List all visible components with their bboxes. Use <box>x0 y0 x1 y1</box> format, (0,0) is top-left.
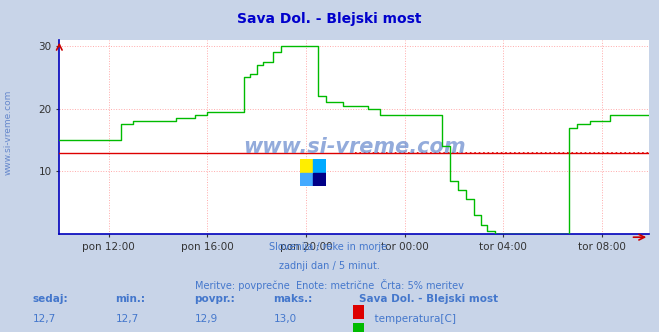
Text: Sava Dol. - Blejski most: Sava Dol. - Blejski most <box>359 294 498 304</box>
Text: www.si-vreme.com: www.si-vreme.com <box>243 137 465 157</box>
Text: 12,7: 12,7 <box>33 314 56 324</box>
Bar <box>313 159 326 173</box>
Bar <box>313 173 326 186</box>
Text: sedaj:: sedaj: <box>33 294 69 304</box>
Text: Slovenija / reke in morje.: Slovenija / reke in morje. <box>269 242 390 252</box>
Text: Sava Dol. - Blejski most: Sava Dol. - Blejski most <box>237 12 422 26</box>
Text: temperatura[C]: temperatura[C] <box>368 314 456 324</box>
Text: www.si-vreme.com: www.si-vreme.com <box>3 90 13 176</box>
Text: 12,7: 12,7 <box>115 314 138 324</box>
Text: zadnji dan / 5 minut.: zadnji dan / 5 minut. <box>279 261 380 271</box>
Text: 12,9: 12,9 <box>194 314 217 324</box>
Text: min.:: min.: <box>115 294 146 304</box>
Text: 13,0: 13,0 <box>273 314 297 324</box>
Text: maks.:: maks.: <box>273 294 313 304</box>
Bar <box>300 173 313 186</box>
Bar <box>300 159 313 173</box>
Text: Meritve: povprečne  Enote: metrične  Črta: 5% meritev: Meritve: povprečne Enote: metrične Črta:… <box>195 279 464 291</box>
Text: povpr.:: povpr.: <box>194 294 235 304</box>
